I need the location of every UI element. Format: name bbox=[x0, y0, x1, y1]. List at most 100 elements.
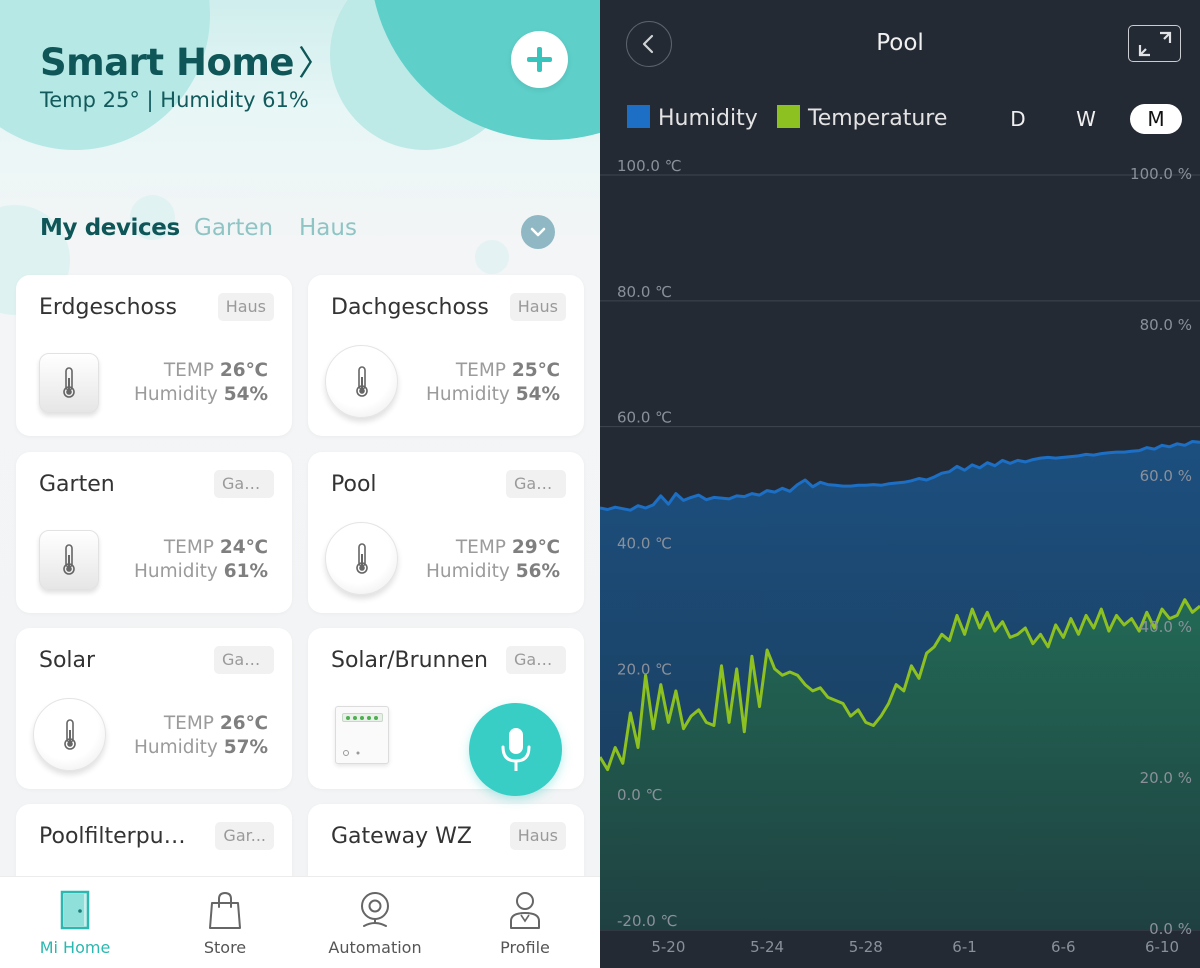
room-badge: Gar... bbox=[215, 822, 274, 850]
humidity-value: 54% bbox=[515, 384, 560, 405]
device-card-erdgeschoss[interactable]: Erdgeschoss Haus TEMP 26℃ Humidity 54% bbox=[16, 275, 292, 436]
period-day-button[interactable]: D bbox=[1010, 107, 1026, 131]
temp-value: 26℃ bbox=[219, 713, 268, 734]
chevron-left-icon bbox=[642, 34, 654, 54]
camera-icon bbox=[361, 892, 389, 927]
legend-swatch bbox=[777, 105, 800, 128]
humidity-series-line bbox=[600, 440, 1200, 512]
temp-label: TEMP bbox=[455, 537, 506, 558]
device-name: Erdgeschoss bbox=[39, 295, 177, 320]
chevron-down-icon bbox=[530, 227, 546, 237]
legend-label: Temperature bbox=[808, 106, 948, 131]
temp-label: TEMP bbox=[163, 537, 214, 558]
device-card-solar[interactable]: Solar Garten TEMP 26℃ Humidity 57% bbox=[16, 628, 292, 789]
device-detail-screen: 100.0 ℃ 80.0 ℃ 60.0 ℃ 40.0 ℃ 20.0 ℃ 0.0 ℃ -20.… bbox=[600, 0, 1200, 968]
home-screen: Smart Home 〉 Temp 25° | Humidity 61% My d… bbox=[0, 0, 600, 968]
humidity-value: 61% bbox=[223, 561, 268, 582]
period-week-button[interactable]: W bbox=[1076, 107, 1096, 131]
expand-icon bbox=[1138, 31, 1172, 57]
device-name: Pool bbox=[331, 472, 377, 497]
humidity-value: 57% bbox=[223, 737, 268, 758]
left-axis-tick-label: 80.0 ℃ bbox=[617, 283, 672, 301]
device-card-garten[interactable]: Garten Garten TEMP 24℃ Humidity 61% bbox=[16, 452, 292, 613]
round-sensor-icon bbox=[33, 698, 106, 771]
left-axis-tick-label: 40.0 ℃ bbox=[617, 535, 672, 553]
humidity-label: Humidity bbox=[133, 737, 218, 758]
legend-humidity: Humidity bbox=[627, 105, 758, 133]
bottom-navigation: Mi Home Store Automation Profile bbox=[0, 876, 600, 968]
nav-automation[interactable]: Automation bbox=[300, 877, 450, 968]
right-axis-tick-label: 40.0 % bbox=[1140, 618, 1192, 636]
nav-profile[interactable]: Profile bbox=[450, 877, 600, 968]
bg-blob bbox=[130, 195, 175, 240]
device-name: Solar bbox=[39, 648, 96, 673]
home-summary: Temp 25° | Humidity 61% bbox=[40, 88, 309, 112]
humidity-label: Humidity bbox=[425, 561, 510, 582]
humidity-value: 54% bbox=[223, 384, 268, 405]
left-axis-tick-label: 20.0 ℃ bbox=[617, 660, 672, 678]
device-name: Poolfilterpum... bbox=[39, 824, 204, 849]
tab-haus[interactable]: Haus bbox=[299, 215, 357, 241]
person-icon bbox=[510, 892, 540, 929]
round-sensor-icon bbox=[325, 522, 398, 595]
x-axis-tick-label: 6-1 bbox=[952, 938, 977, 956]
humidity-value: 56% bbox=[515, 561, 560, 582]
nav-label: Mi Home bbox=[39, 938, 111, 957]
temp-label: TEMP bbox=[455, 360, 506, 381]
right-axis-tick-label: 60.0 % bbox=[1140, 467, 1192, 485]
left-axis-tick-label: 60.0 ℃ bbox=[617, 409, 672, 427]
nav-label: Store bbox=[203, 938, 247, 957]
humidity-label: Humidity bbox=[133, 384, 218, 405]
device-readings: TEMP 29℃ Humidity 56% bbox=[426, 536, 560, 584]
nav-label: Profile bbox=[500, 938, 550, 957]
device-card-pool[interactable]: Pool Garten TEMP 29℃ Humidity 56% bbox=[308, 452, 584, 613]
round-sensor-icon bbox=[325, 345, 398, 418]
tab-garten[interactable]: Garten bbox=[194, 215, 274, 241]
nav-store[interactable]: Store bbox=[150, 877, 300, 968]
voice-assistant-button[interactable] bbox=[469, 703, 562, 796]
device-name: Solar/Brunnen bbox=[331, 648, 488, 673]
history-chart: 100.0 ℃ 80.0 ℃ 60.0 ℃ 40.0 ℃ 20.0 ℃ 0.0 ℃ -20.… bbox=[600, 157, 1200, 956]
device-name: Dachgeschoss bbox=[331, 295, 489, 320]
period-month-button[interactable]: M bbox=[1130, 104, 1182, 134]
right-axis-tick-label: 20.0 % bbox=[1140, 769, 1192, 787]
device-card-dachgeschoss[interactable]: Dachgeschoss Haus TEMP 25℃ Humidity 54% bbox=[308, 275, 584, 436]
humidity-label: Humidity bbox=[425, 384, 510, 405]
nav-mi-home[interactable]: Mi Home bbox=[0, 877, 150, 968]
left-axis-tick-label: -20.0 ℃ bbox=[617, 912, 677, 930]
left-axis-tick-label: 0.0 ℃ bbox=[617, 786, 662, 804]
temp-value: 29℃ bbox=[511, 537, 560, 558]
square-sensor-icon bbox=[39, 353, 99, 413]
home-title: Smart Home bbox=[40, 41, 295, 84]
square-sensor-icon bbox=[39, 530, 99, 590]
temperature-series-line bbox=[600, 598, 1200, 772]
right-axis-tick-label: 0.0 % bbox=[1149, 920, 1192, 938]
home-title-button[interactable]: Smart Home 〉 bbox=[40, 36, 332, 85]
door-icon bbox=[60, 890, 90, 930]
back-button[interactable] bbox=[626, 21, 672, 67]
legend-temperature: Temperature bbox=[777, 105, 947, 133]
nav-label: Automation bbox=[328, 938, 422, 957]
device-readings: TEMP 24℃ Humidity 61% bbox=[134, 536, 268, 584]
temp-label: TEMP bbox=[163, 713, 214, 734]
temp-value: 24℃ bbox=[219, 537, 268, 558]
x-axis-tick-label: 5-28 bbox=[849, 938, 883, 956]
device-name: Gateway WZ bbox=[331, 824, 473, 849]
add-device-button[interactable] bbox=[511, 31, 568, 88]
legend-label: Humidity bbox=[658, 106, 758, 131]
fullscreen-button[interactable] bbox=[1128, 25, 1181, 62]
device-readings: TEMP 25℃ Humidity 54% bbox=[426, 359, 560, 407]
room-badge: Haus bbox=[509, 822, 566, 850]
room-badge: Haus bbox=[217, 293, 274, 321]
temp-value: 25℃ bbox=[511, 360, 560, 381]
switch-module-icon bbox=[335, 706, 389, 764]
left-axis-tick-label: 100.0 ℃ bbox=[617, 157, 682, 175]
room-badge: Garten bbox=[506, 470, 566, 498]
tab-my-devices[interactable]: My devices bbox=[40, 215, 180, 241]
device-name: Garten bbox=[39, 472, 115, 497]
tabs-dropdown-button[interactable] bbox=[521, 215, 555, 249]
right-axis-tick-label: 80.0 % bbox=[1140, 316, 1192, 334]
device-readings: TEMP 26℃ Humidity 57% bbox=[134, 712, 268, 760]
bg-blob bbox=[475, 240, 509, 274]
